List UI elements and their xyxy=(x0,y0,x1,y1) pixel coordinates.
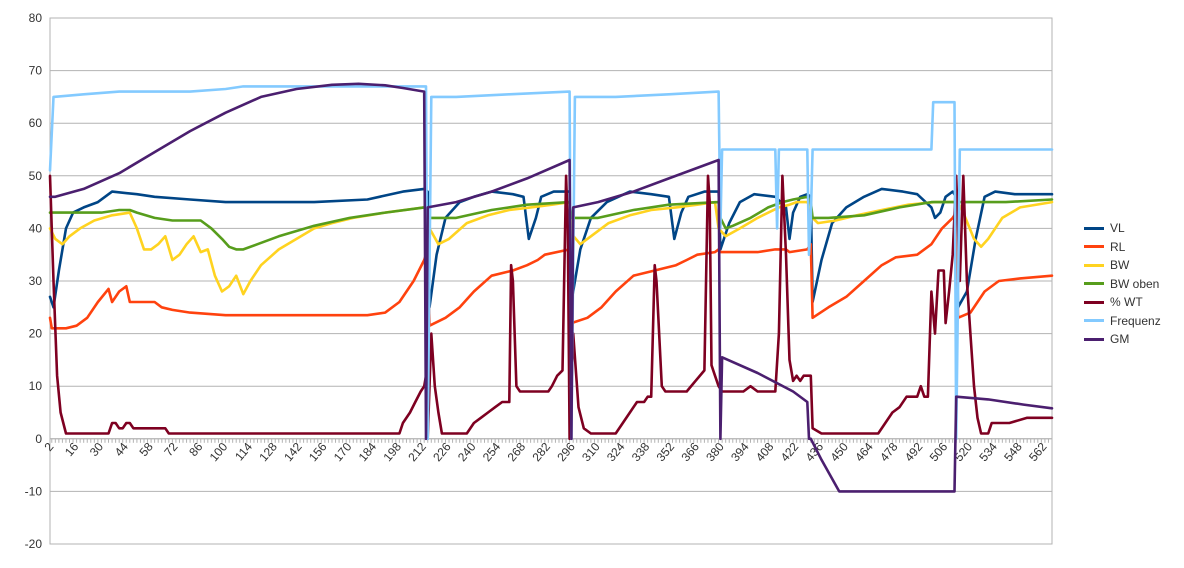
series-line-bw xyxy=(48,200,1054,296)
legend-item: RL xyxy=(1084,238,1184,257)
y-tick-label: 30 xyxy=(29,274,43,288)
y-tick-label: 20 xyxy=(29,327,43,341)
legend-label: VL xyxy=(1110,221,1125,236)
y-tick-label: 70 xyxy=(29,64,43,78)
y-tick-label: -10 xyxy=(25,484,43,498)
y-tick-label: 0 xyxy=(35,432,42,446)
legend-label: GM xyxy=(1110,332,1130,347)
y-tick-label: 10 xyxy=(29,379,43,393)
y-tick-label: 50 xyxy=(29,169,43,183)
legend-label: BW oben xyxy=(1110,276,1160,291)
series-line-frequenz xyxy=(48,85,1054,441)
legend-swatch xyxy=(1084,282,1104,286)
y-axis: -20 -10 0 10 20 30 40 50 60 70 80 xyxy=(25,11,43,551)
legend-label: Frequenz xyxy=(1110,313,1161,328)
legend-swatch xyxy=(1084,263,1104,267)
y-tick-label: -20 xyxy=(25,537,43,551)
legend-item: % WT xyxy=(1084,293,1184,312)
y-tick-label: 60 xyxy=(29,116,43,130)
legend-item: Frequenz xyxy=(1084,312,1184,331)
series-line-vl xyxy=(48,187,1054,309)
legend-item: BW oben xyxy=(1084,275,1184,294)
legend-label: BW xyxy=(1110,258,1130,273)
legend-swatch xyxy=(1084,300,1104,304)
gridlines xyxy=(50,17,1052,545)
legend-swatch xyxy=(1084,337,1104,341)
legend-swatch xyxy=(1084,319,1104,323)
legend-label: RL xyxy=(1110,239,1126,254)
legend-swatch xyxy=(1084,245,1104,249)
legend: VL RL BW BW oben % WT Frequenz GM xyxy=(1084,219,1184,349)
series-line-gm xyxy=(48,82,1054,493)
legend-label: % WT xyxy=(1110,295,1143,310)
legend-item: VL xyxy=(1084,219,1184,238)
legend-item: GM xyxy=(1084,330,1184,349)
legend-item: BW xyxy=(1084,256,1184,275)
series-line-wt xyxy=(48,174,1054,441)
y-tick-label: 80 xyxy=(29,11,43,25)
legend-swatch xyxy=(1084,226,1104,230)
y-tick-label: 40 xyxy=(29,221,43,235)
series-lines xyxy=(48,82,1054,493)
